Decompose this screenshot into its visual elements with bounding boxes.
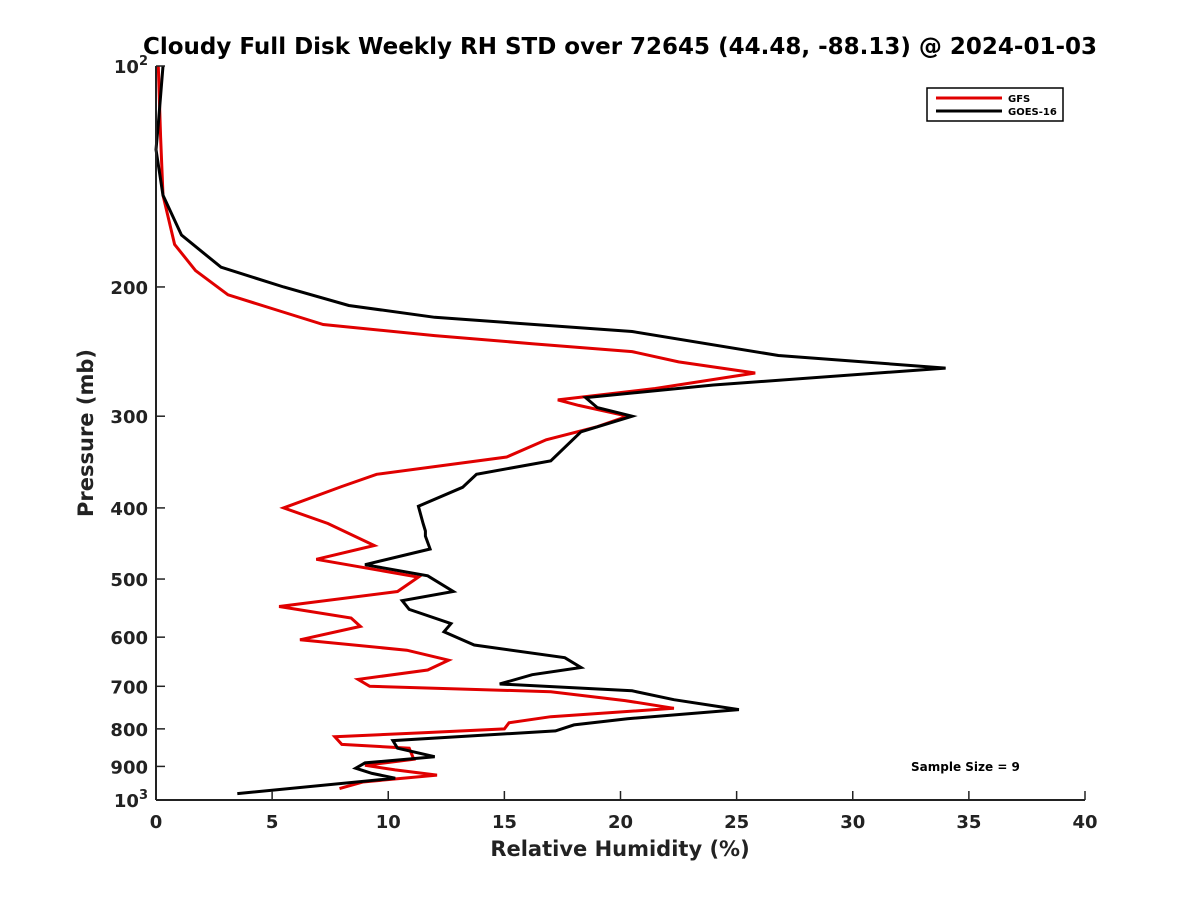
y-ticks: 102 200 300 400 500 600 700 800 900 103 [110, 54, 165, 812]
chart-title: Cloudy Full Disk Weekly RH STD over 7264… [143, 34, 1097, 60]
y-axis-label: Pressure (mb) [74, 349, 98, 517]
x-tick-label: 15 [492, 812, 517, 833]
legend-box [926, 87, 1064, 122]
x-tick-label: 20 [608, 812, 633, 833]
plot-area: 0 5 10 15 20 25 30 35 40 102 200 300 400 500 600 700 80… [110, 54, 1097, 833]
y-tick-label: 300 [110, 407, 148, 428]
y-tick-label: 103 [114, 788, 148, 812]
y-tick-label: 102 [114, 54, 148, 78]
x-tick-label: 0 [150, 812, 163, 833]
sample-size-annotation: Sample Size = 9 [911, 760, 1020, 774]
series-line-goes-16 [154, 65, 946, 796]
y-tick-label: 200 [110, 278, 148, 299]
series-layer [154, 65, 946, 796]
legend-label-gfs: GFS [1008, 94, 1030, 105]
series-line-gfs [156, 65, 756, 791]
x-tick-label: 10 [376, 812, 401, 833]
x-ticks: 0 5 10 15 20 25 30 35 40 [150, 791, 1098, 833]
y-tick-label: 500 [110, 570, 148, 591]
legend-label-goes-16: GOES-16 [1008, 107, 1057, 118]
x-tick-label: 25 [724, 812, 749, 833]
y-tick-label: 700 [110, 677, 148, 698]
legend: GFS GOES-16 [926, 87, 1064, 122]
x-axis-label: Relative Humidity (%) [490, 837, 749, 861]
x-tick-label: 35 [956, 812, 981, 833]
y-tick-label: 400 [110, 499, 148, 520]
y-tick-label: 900 [110, 757, 148, 778]
x-tick-label: 5 [266, 812, 279, 833]
y-tick-label: 800 [110, 720, 148, 741]
y-tick-label: 600 [110, 628, 148, 649]
x-tick-label: 40 [1072, 812, 1097, 833]
x-tick-label: 30 [840, 812, 865, 833]
